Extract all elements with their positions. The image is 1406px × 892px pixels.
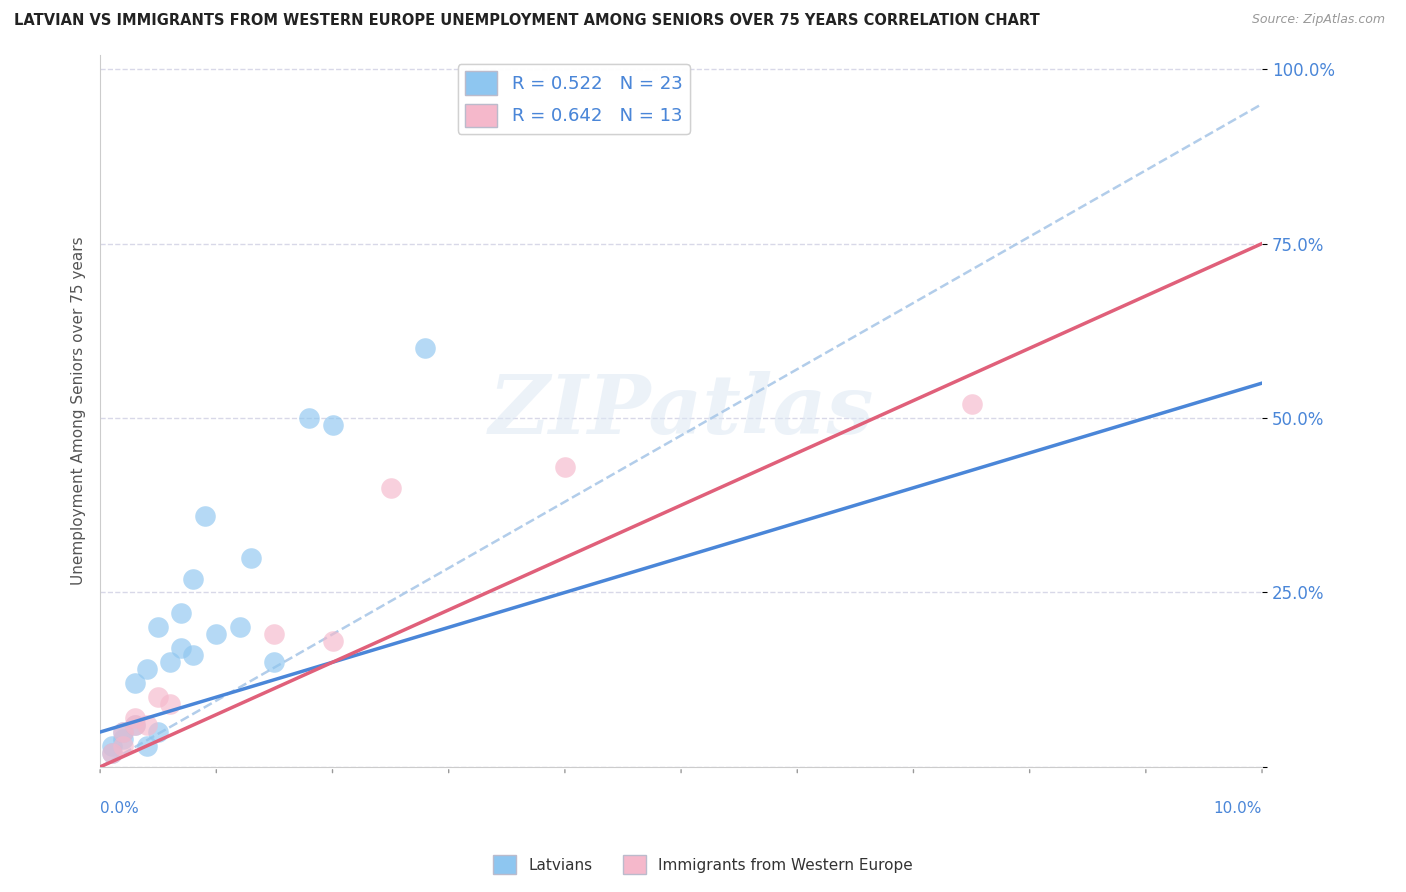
Point	[194, 508, 217, 523]
Legend: Latvians, Immigrants from Western Europe: Latvians, Immigrants from Western Europe	[486, 849, 920, 880]
Point	[100, 746, 122, 760]
Point	[159, 697, 181, 711]
Text: 0.0%: 0.0%	[100, 801, 139, 816]
Point	[240, 550, 263, 565]
Point	[181, 572, 204, 586]
Point	[960, 397, 983, 411]
Point	[112, 731, 135, 746]
Y-axis label: Unemployment Among Seniors over 75 years: Unemployment Among Seniors over 75 years	[72, 236, 86, 585]
Point	[321, 417, 343, 432]
Point	[263, 655, 285, 669]
Point	[148, 690, 170, 705]
Point	[124, 718, 146, 732]
Text: LATVIAN VS IMMIGRANTS FROM WESTERN EUROPE UNEMPLOYMENT AMONG SENIORS OVER 75 YEA: LATVIAN VS IMMIGRANTS FROM WESTERN EUROP…	[14, 13, 1040, 29]
Point	[100, 746, 122, 760]
Point	[554, 459, 576, 474]
Point	[228, 620, 250, 634]
Point	[135, 662, 157, 676]
Point	[170, 641, 193, 656]
Point	[380, 481, 402, 495]
Point	[135, 718, 157, 732]
Point	[148, 620, 170, 634]
Point	[159, 655, 181, 669]
Point	[298, 411, 321, 425]
Point	[205, 627, 228, 641]
Point	[112, 739, 135, 753]
Point	[112, 725, 135, 739]
Point	[100, 739, 122, 753]
Point	[321, 634, 343, 648]
Point	[181, 648, 204, 663]
Point	[263, 627, 285, 641]
Legend: R = 0.522   N = 23, R = 0.642   N = 13: R = 0.522 N = 23, R = 0.642 N = 13	[458, 64, 690, 134]
Point	[135, 739, 157, 753]
Text: 10.0%: 10.0%	[1213, 801, 1263, 816]
Point	[170, 607, 193, 621]
Text: ZIPatlas: ZIPatlas	[488, 371, 875, 451]
Point	[124, 718, 146, 732]
Text: Source: ZipAtlas.com: Source: ZipAtlas.com	[1251, 13, 1385, 27]
Point	[124, 676, 146, 690]
Point	[112, 725, 135, 739]
Point	[148, 725, 170, 739]
Point	[124, 711, 146, 725]
Point	[415, 341, 437, 355]
